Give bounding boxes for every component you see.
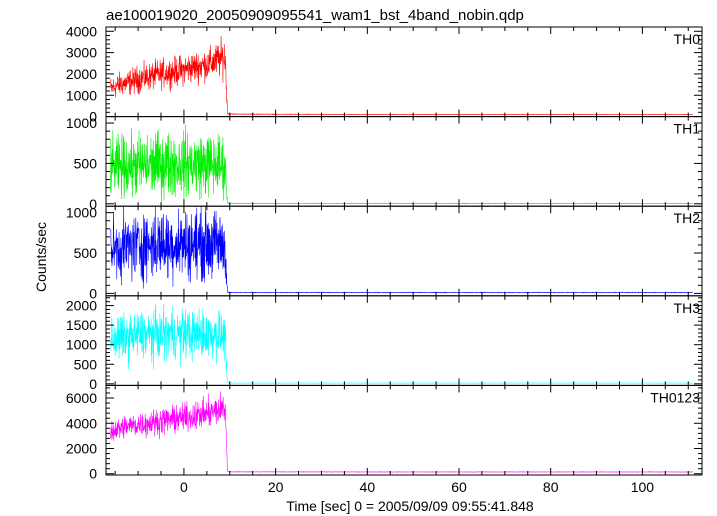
x-tick-label: 20 (268, 479, 284, 495)
y-tick-label: 3000 (66, 45, 97, 61)
panel-th0123: 0 2000 4000 6000 TH0123 (66, 384, 703, 482)
y-tick-label: 0 (89, 109, 97, 125)
y-tick-label: 1000 (66, 87, 97, 103)
panel-frame (105, 26, 703, 118)
y-tick-label: 0 (89, 376, 97, 392)
panel-label: TH1 (674, 121, 701, 137)
x-tick-label: 40 (360, 479, 376, 495)
trace-th0123 (110, 391, 693, 473)
panel-label: TH2 (674, 210, 701, 226)
x-tick-label: 60 (451, 479, 467, 495)
y-tick-label: 500 (74, 356, 98, 372)
x-tick-label: 100 (631, 479, 655, 495)
panel-th2: 0 500 1000 TH2 (66, 205, 703, 301)
y-tick-label: 1500 (66, 317, 97, 333)
trace-th0 (110, 36, 693, 116)
panel-th0: 0 1000 2000 3000 4000 TH0 (66, 23, 703, 125)
panel-label: TH0123 (650, 389, 700, 405)
trace-th1 (110, 124, 694, 205)
x-tick-label: 80 (543, 479, 559, 495)
panel-th3: 0 500 1000 1500 2000 TH3 (66, 295, 703, 392)
y-tick-label: 0 (89, 196, 97, 212)
x-tick-label: 0 (180, 479, 188, 495)
y-tick-label: 1000 (66, 205, 97, 221)
trace-th2 (110, 206, 693, 294)
y-tick-label: 500 (74, 245, 98, 261)
panel-frame (105, 384, 703, 476)
y-axis-label: Counts/sec (33, 222, 49, 292)
y-tick-label: 0 (89, 285, 97, 301)
panel-th1: 0 500 1000 TH1 (66, 115, 703, 212)
y-tick-label: 1000 (66, 337, 97, 353)
y-tick-label: 6000 (66, 390, 97, 406)
y-tick-label: 4000 (66, 23, 97, 39)
y-tick-label: 2000 (66, 66, 97, 82)
y-tick-label: 0 (89, 466, 97, 482)
chart-title: ae100019020_20050909095541_wam1_bst_4ban… (106, 7, 524, 24)
panel-label: TH3 (674, 300, 701, 316)
y-tick-label: 1000 (66, 115, 97, 131)
panel-label: TH0 (674, 31, 701, 47)
y-tick-label: 500 (74, 155, 98, 171)
y-tick-label: 2000 (66, 298, 97, 314)
x-axis-label: Time [sec] 0 = 2005/09/09 09:55:41.848 (286, 498, 534, 514)
trace-th3 (110, 303, 693, 384)
y-tick-label: 2000 (66, 440, 97, 456)
y-tick-label: 4000 (66, 415, 97, 431)
